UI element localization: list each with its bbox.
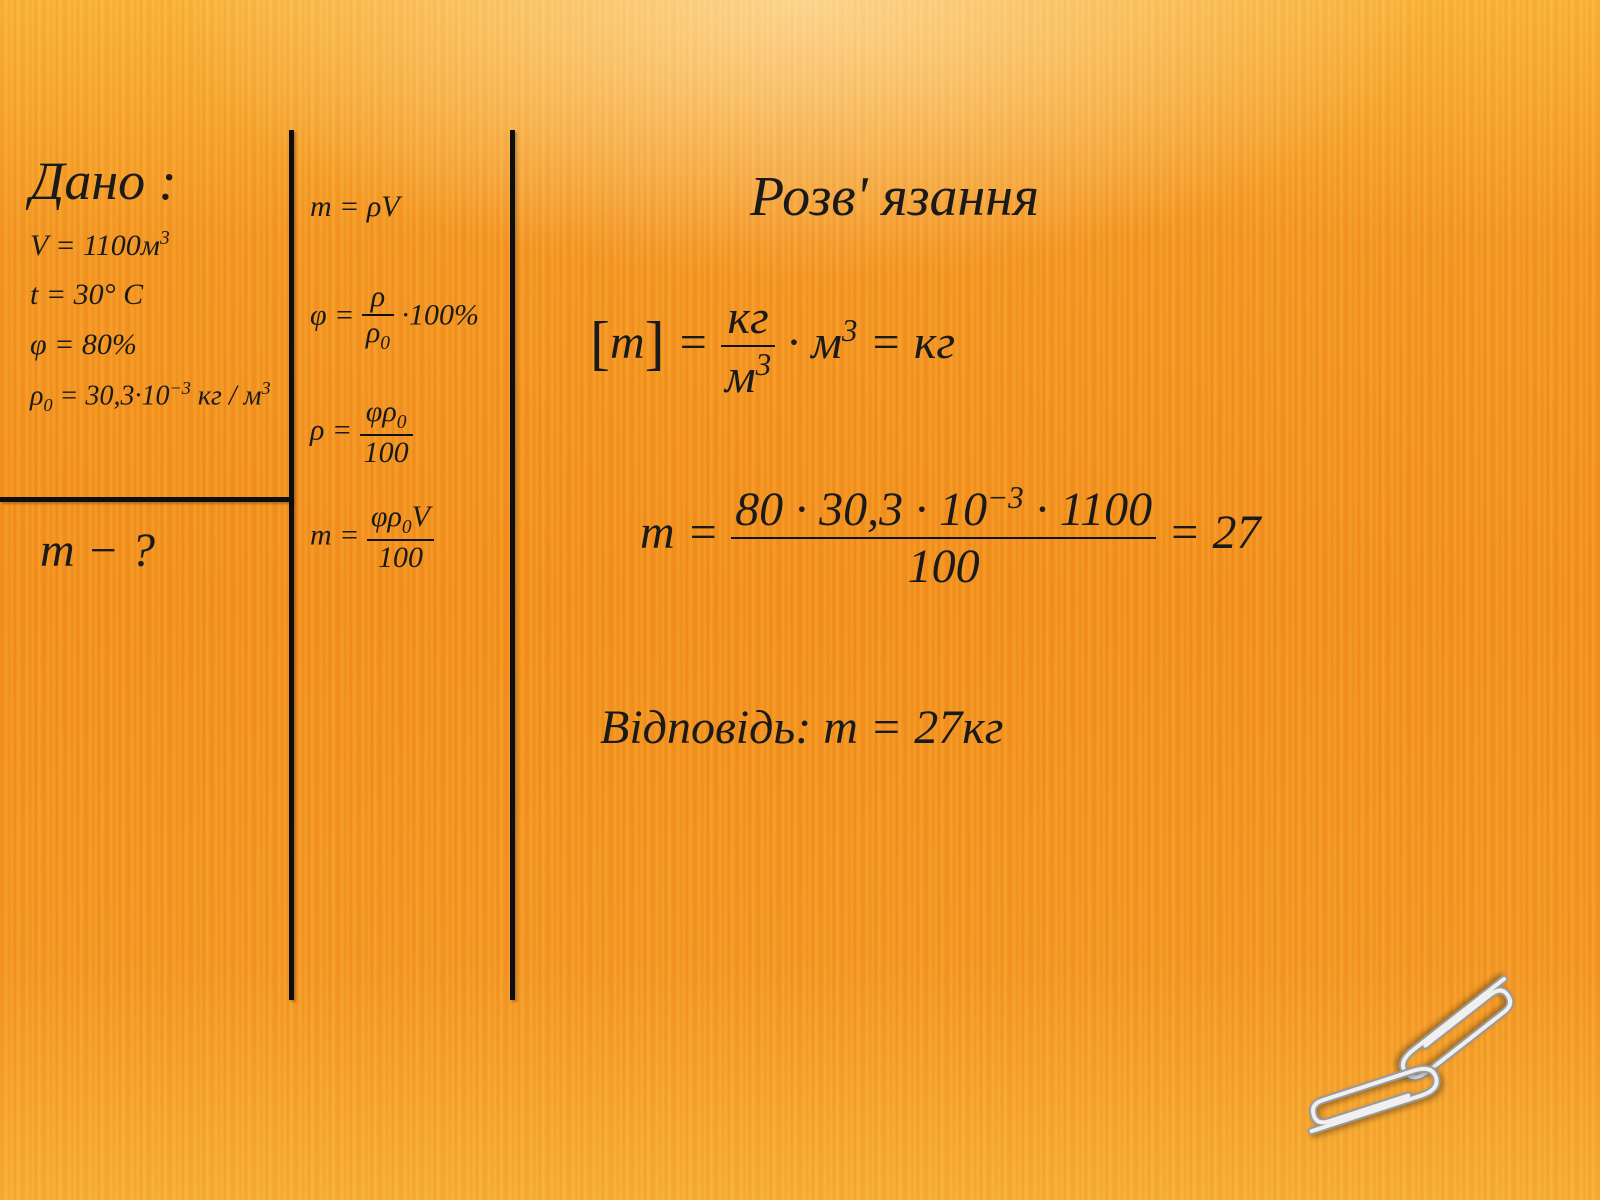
answer-label: Відповідь: [600,701,811,754]
vertical-rule-left [289,130,294,1000]
formula-m-full: m = φρ0V 100 [310,500,434,575]
calc-rhs: = 27 [1168,506,1260,559]
rho0-units: кг / м [191,380,262,411]
rho0-val: = 30,3·10 [53,380,170,411]
rho0-sub: 0 [43,395,52,415]
find-m: m − ? [40,523,155,578]
f4-num-sub: 0 [402,517,412,538]
f4-frac: φρ0V 100 [367,500,434,575]
answer: Відповідь: m = 27кг [600,700,1003,755]
vertical-rule-right [510,130,515,1000]
calculation: m = 80 · 30,3 · 10−3 · 1100 100 = 27 [640,480,1261,594]
rho0-units-sup: 3 [262,378,271,398]
f4-den: 100 [367,539,434,575]
given-humidity: φ = 80% [30,328,137,362]
formula-m-eq-rhoV: m = ρV [310,190,400,224]
dim-eq: = [677,316,721,369]
given-volume: V = 1100м3 [30,228,170,263]
dim-den: м3 [721,345,775,404]
dim-den-base: м [725,350,756,403]
calc-num-tail: · 1100 [1024,483,1152,536]
dim-frac: кг м3 [721,290,775,404]
calc-num: 80 · 30,3 · 10−3 · 1100 [731,480,1156,537]
rbracket-icon: ] [645,310,665,376]
f3-lhs: ρ = [310,413,360,446]
given-volume-text: V = 1100м [30,229,160,262]
f2-frac: ρ ρ0 [362,280,394,355]
formula-phi: φ = ρ ρ0 ·100% [310,280,479,355]
answer-val: m = 27кг [811,701,1003,754]
dim-num: кг [721,290,775,345]
f3-num: φρ0 [360,395,413,434]
f3-frac: φρ0 100 [360,395,413,470]
dim-den-sup: 3 [756,347,772,382]
calc-frac: 80 · 30,3 · 10−3 · 1100 100 [731,480,1156,594]
f3-num-sub: 0 [397,412,407,433]
dim-rhs: = кг [870,316,956,369]
f4-num: φρ0V [367,500,434,539]
f2-den-sub: 0 [380,333,390,354]
calc-den: 100 [731,537,1156,594]
rho0-exp: −3 [169,378,190,398]
given-title: Дано : [30,150,177,212]
formula-rho: ρ = φρ0 100 [310,395,413,470]
dim-mid: · м [787,316,842,369]
dim-mid-sup: 3 [842,313,858,348]
calc-num-a: 80 · 30,3 · 10 [735,483,987,536]
given-volume-sup: 3 [160,228,170,249]
f4-num-b: V [412,500,430,533]
given-rho0: ρ0 = 30,3·10−3 кг / м3 [30,378,271,416]
f3-num-a: φρ [366,395,397,428]
rho0-sym: ρ [30,380,43,411]
given-temperature: t = 30° C [30,278,143,312]
horizontal-rule [0,497,292,502]
f2-tail: ·100% [402,298,480,331]
f2-den: ρ0 [362,314,394,355]
calc-num-exp: −3 [987,480,1024,515]
f4-num-a: φρ [371,500,402,533]
f4-lhs: m = [310,518,367,551]
dim-lhs: m [610,316,645,369]
lbracket-icon: [ [590,310,610,376]
f2-den-sym: ρ [366,316,380,349]
f2-num: ρ [362,280,394,314]
solution-title: Розв' язання [750,165,1039,229]
dimension-check: [m] = кг м3 · м3 = кг [590,290,955,404]
f2-lhs: φ = [310,298,362,331]
calc-lhs: m = [640,506,731,559]
f3-den: 100 [360,434,413,470]
